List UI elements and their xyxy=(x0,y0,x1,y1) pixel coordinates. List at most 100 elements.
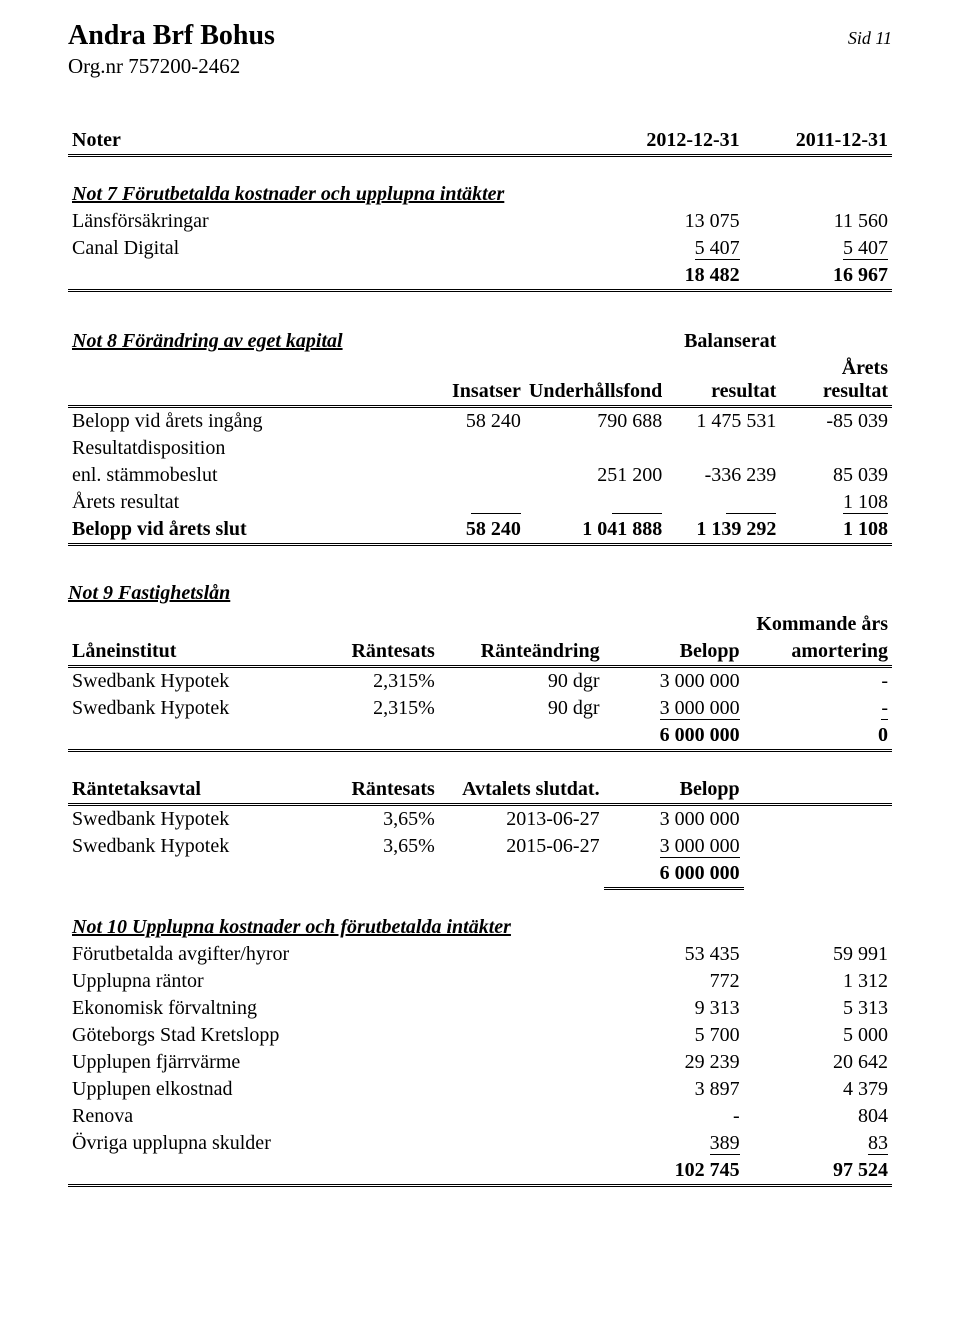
sum-b: 97 524 xyxy=(744,1157,892,1186)
row-label: Årets resultat xyxy=(68,489,413,516)
row-label: enl. stämmobeslut xyxy=(68,462,413,489)
cell: 2013-06-27 xyxy=(439,805,604,834)
row-label: Upplupen fjärrvärme xyxy=(68,1049,595,1076)
cell: 1 312 xyxy=(744,968,892,995)
table-row: Upplupna räntor7721 312 xyxy=(68,968,892,995)
not8-col4: Årets resultat xyxy=(780,355,892,407)
table-row: Canal Digital 5 407 5 407 xyxy=(68,235,892,262)
not8-col3-top: Balanserat xyxy=(666,328,780,355)
not9-table-b: Räntetaksavtal Räntesats Avtalets slutda… xyxy=(68,776,892,890)
cell: 90 dgr xyxy=(439,695,604,722)
not9-col5-bot: amortering xyxy=(744,638,892,667)
sum-row: 18 482 16 967 xyxy=(68,262,892,291)
row-label: Belopp vid årets ingång xyxy=(68,407,413,436)
row-label: Canal Digital xyxy=(68,235,595,262)
cell: - xyxy=(595,1103,743,1130)
cell: 20 642 xyxy=(744,1049,892,1076)
cell: 29 239 xyxy=(595,1049,743,1076)
table-row: Upplupen fjärrvärme29 23920 642 xyxy=(68,1049,892,1076)
cell: 1 139 292 xyxy=(666,516,780,545)
cell: 1 108 xyxy=(780,489,892,516)
cell: 4 379 xyxy=(744,1076,892,1103)
cell: 3,65% xyxy=(315,805,439,834)
sum-amort: 0 xyxy=(744,722,892,751)
doc-header: Andra Brf Bohus Sid 11 xyxy=(68,20,892,52)
row-label: Belopp vid årets slut xyxy=(68,516,413,545)
sum-row: Belopp vid årets slut 58 240 1 041 888 1… xyxy=(68,516,892,545)
row-label: Förutbetalda avgifter/hyror xyxy=(68,941,595,968)
cell: 58 240 xyxy=(413,516,525,545)
org-title: Andra Brf Bohus xyxy=(68,20,275,52)
not9b-col4: Belopp xyxy=(604,776,744,805)
cell: - xyxy=(744,667,892,696)
cell: 2,315% xyxy=(315,695,439,722)
cell: 90 dgr xyxy=(439,667,604,696)
cell: 5 000 xyxy=(744,1022,892,1049)
table-row: Renova-804 xyxy=(68,1103,892,1130)
table-row: Swedbank Hypotek 3,65% 2013-06-27 3 000 … xyxy=(68,805,892,834)
cell: 1 108 xyxy=(780,516,892,545)
org-nr: Org.nr 757200-2462 xyxy=(68,54,892,79)
cell: 3,65% xyxy=(315,833,439,860)
row-label: Ekonomisk förvaltning xyxy=(68,995,595,1022)
cell: 3 897 xyxy=(595,1076,743,1103)
table-row: Förutbetalda avgifter/hyror53 43559 991 xyxy=(68,941,892,968)
not8-col3-bot: resultat xyxy=(666,355,780,407)
table-row: Årets resultat 1 108 xyxy=(68,489,892,516)
not7-table: Not 7 Förutbetalda kostnader och upplupn… xyxy=(68,181,892,292)
not9-col5-top: Kommande års xyxy=(744,611,892,638)
not7-title: Not 7 Förutbetalda kostnader och upplupn… xyxy=(68,181,892,208)
sum-row: 102 745 97 524 xyxy=(68,1157,892,1186)
cell: 3 000 000 xyxy=(604,695,744,722)
sum-a: 102 745 xyxy=(595,1157,743,1186)
cell: Swedbank Hypotek xyxy=(68,695,315,722)
sum-a: 18 482 xyxy=(595,262,743,291)
not9b-col3: Avtalets slutdat. xyxy=(439,776,604,805)
table-row: Ekonomisk förvaltning9 3135 313 xyxy=(68,995,892,1022)
cell: -336 239 xyxy=(666,462,780,489)
cell: 85 039 xyxy=(780,462,892,489)
cell: 251 200 xyxy=(525,462,666,489)
not9b-col1: Räntetaksavtal xyxy=(68,776,315,805)
cell: 804 xyxy=(744,1103,892,1130)
cell: 3 000 000 xyxy=(604,667,744,696)
sum-row: 6 000 000 xyxy=(68,860,892,889)
cell: 1 475 531 xyxy=(666,407,780,436)
row-val-a: 5 407 xyxy=(595,235,743,262)
row-val-b: 5 407 xyxy=(744,235,892,262)
not9b-col2: Räntesats xyxy=(315,776,439,805)
cell: 790 688 xyxy=(525,407,666,436)
not10-title: Not 10 Upplupna kostnader och förutbetal… xyxy=(68,914,892,941)
noter-col1: 2012-12-31 xyxy=(595,127,743,156)
page-ref: Sid 11 xyxy=(848,28,892,49)
row-label: Övriga upplupna skulder xyxy=(68,1130,595,1157)
not9-col4: Belopp xyxy=(604,638,744,667)
table-row: Resultatdisposition xyxy=(68,435,892,462)
cell: -85 039 xyxy=(780,407,892,436)
sum-amt: 6 000 000 xyxy=(604,722,744,751)
noter-col2: 2011-12-31 xyxy=(744,127,892,156)
cell: 5 313 xyxy=(744,995,892,1022)
row-label: Upplupna räntor xyxy=(68,968,595,995)
sum-row: 6 000 000 0 xyxy=(68,722,892,751)
cell: 772 xyxy=(595,968,743,995)
not10-table: Not 10 Upplupna kostnader och förutbetal… xyxy=(68,914,892,1187)
table-row: enl. stämmobeslut 251 200 -336 239 85 03… xyxy=(68,462,892,489)
cell: 2015-06-27 xyxy=(439,833,604,860)
not9-col3: Ränteändring xyxy=(439,638,604,667)
row-label: Resultatdisposition xyxy=(68,435,413,462)
cell: 389 xyxy=(595,1130,743,1157)
cell: 9 313 xyxy=(595,995,743,1022)
row-val-b: 11 560 xyxy=(744,208,892,235)
table-row: Swedbank Hypotek 2,315% 90 dgr 3 000 000… xyxy=(68,695,892,722)
cell: 5 700 xyxy=(595,1022,743,1049)
cell: 2,315% xyxy=(315,667,439,696)
not8-col1: Insatser xyxy=(413,355,525,407)
table-row: Swedbank Hypotek 2,315% 90 dgr 3 000 000… xyxy=(68,667,892,696)
sum-amt: 6 000 000 xyxy=(604,860,744,889)
not8-table: Not 8 Förändring av eget kapital Balanse… xyxy=(68,328,892,546)
not9-table-a: Kommande års Låneinstitut Räntesats Ränt… xyxy=(68,611,892,752)
table-row: Upplupen elkostnad3 8974 379 xyxy=(68,1076,892,1103)
table-row: Länsförsäkringar 13 075 11 560 xyxy=(68,208,892,235)
table-row: Swedbank Hypotek 3,65% 2015-06-27 3 000 … xyxy=(68,833,892,860)
